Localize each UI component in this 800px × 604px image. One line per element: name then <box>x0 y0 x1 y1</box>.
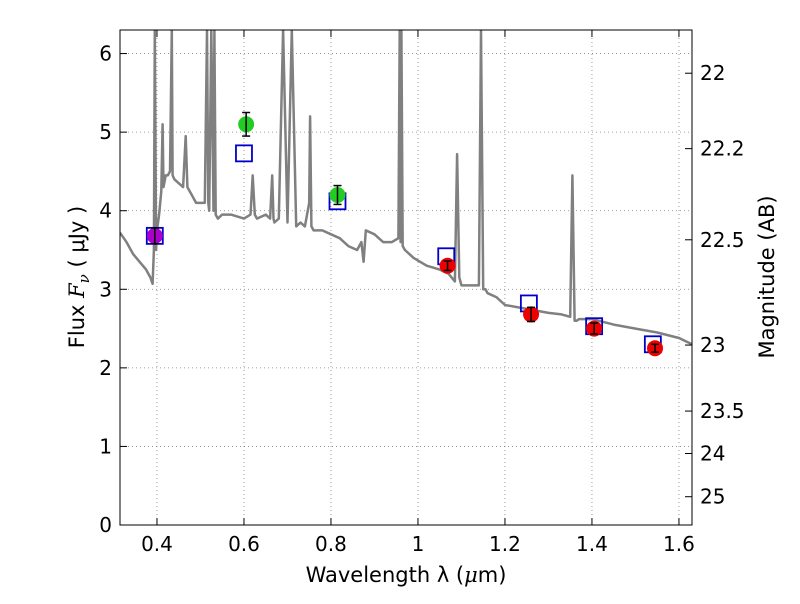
template-square-marker <box>235 144 253 163</box>
y-tick-label: 6 <box>99 42 112 66</box>
x-tick-label: 0.8 <box>315 532 347 556</box>
y-tick-label: 3 <box>99 277 112 301</box>
y-axis-title-symbol: F <box>65 282 89 299</box>
y-axis-title-prefix: Flux <box>65 298 89 348</box>
y2-tick-label: 23.5 <box>700 399 745 423</box>
x-axis-title-suffix: m) <box>478 563 507 587</box>
y-axis-title-suffix: ( μJy ) <box>65 206 89 274</box>
x-axis-title: Wavelength λ (μm) <box>306 563 507 587</box>
y-axis-title-subscript: ν <box>75 274 93 283</box>
y2-tick-label: 23 <box>700 333 725 357</box>
x-tick-label: 1.4 <box>576 532 608 556</box>
x-axis-ticks: 0.4 0.6 0.8 1 1.2 1.4 1.6 <box>141 30 695 556</box>
x-tick-label: 0.4 <box>141 532 173 556</box>
y-tick-label: 5 <box>99 120 112 144</box>
y2-tick-label: 24 <box>700 442 725 466</box>
y-axis-title: Flux Fν ( μJy ) <box>65 206 93 348</box>
y2-tick-label: 22.5 <box>700 228 745 252</box>
x-tick-label: 1.2 <box>489 532 521 556</box>
model-sed-line <box>120 30 692 346</box>
y-axis-ticks: 0 1 2 3 4 5 6 <box>99 42 127 537</box>
y2-tick-label: 22.2 <box>700 137 745 161</box>
y2-tick-label: 22 <box>700 61 725 85</box>
x-axis-title-unit: μ <box>464 563 478 587</box>
model-sed <box>120 30 692 346</box>
plot-frame <box>119 29 693 526</box>
y-tick-label: 0 <box>99 513 112 537</box>
y2-tick-label: 25 <box>700 485 725 509</box>
x-tick-label: 0.6 <box>228 532 260 556</box>
y-tick-label: 4 <box>99 199 112 223</box>
x-tick-label: 1.6 <box>663 532 695 556</box>
x-tick-label: 1 <box>412 532 425 556</box>
y-tick-label: 1 <box>99 434 112 458</box>
data-points <box>145 111 664 357</box>
x-axis-title-prefix: Wavelength λ ( <box>306 563 465 587</box>
y2-axis-ticks: 22 22.2 22.5 23 23.5 24 25 <box>685 61 745 509</box>
y2-axis-title: Magnitude (AB) <box>755 195 779 358</box>
y-tick-label: 2 <box>99 356 112 380</box>
